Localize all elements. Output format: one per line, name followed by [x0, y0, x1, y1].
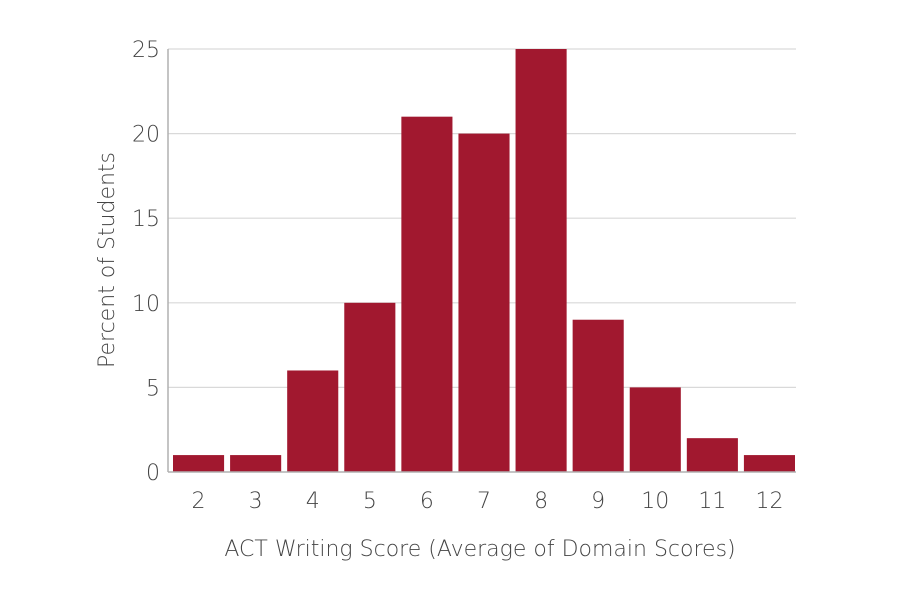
y-tick-label-25: 25: [132, 38, 160, 63]
x-tick-label-7: 7: [477, 489, 491, 514]
x-tick-label-12: 12: [755, 489, 783, 514]
x-tick-label-5: 5: [363, 489, 377, 514]
bar-10: [629, 387, 681, 472]
x-tick-label-3: 3: [249, 489, 263, 514]
x-tick-labels: 2 3 4 5 6 7 8 9 10 11 12: [192, 489, 784, 514]
x-tick-label-9: 9: [591, 489, 605, 514]
x-tick-label-4: 4: [306, 489, 320, 514]
y-tick-label-15: 15: [132, 207, 160, 232]
axes: [167, 49, 796, 473]
x-tick-label-10: 10: [641, 489, 669, 514]
bar-6: [401, 116, 453, 473]
bars: [173, 49, 795, 473]
bar-7: [458, 133, 510, 472]
x-tick-label-2: 2: [192, 489, 206, 514]
x-tick-label-8: 8: [534, 489, 548, 514]
x-tick-label-11: 11: [698, 489, 726, 514]
bar-2: [173, 455, 225, 472]
bar-8: [515, 49, 567, 472]
y-tick-label-20: 20: [132, 123, 160, 148]
bar-9: [572, 319, 624, 472]
bar-4: [287, 370, 339, 472]
bar-11: [686, 438, 738, 472]
bar-12: [743, 455, 795, 472]
x-axis-title: ACT Writing Score (Average of Domain Sco…: [224, 537, 735, 562]
y-tick-label-5: 5: [146, 376, 160, 401]
y-tick-labels: 0 5 10 15 20 25: [132, 38, 160, 486]
bar-5: [344, 302, 396, 472]
x-tick-label-6: 6: [420, 489, 434, 514]
bar-3: [230, 455, 282, 472]
y-axis-title: Percent of Students: [95, 152, 120, 368]
y-tick-label-0: 0: [146, 461, 160, 486]
y-tick-label-10: 10: [132, 292, 160, 317]
